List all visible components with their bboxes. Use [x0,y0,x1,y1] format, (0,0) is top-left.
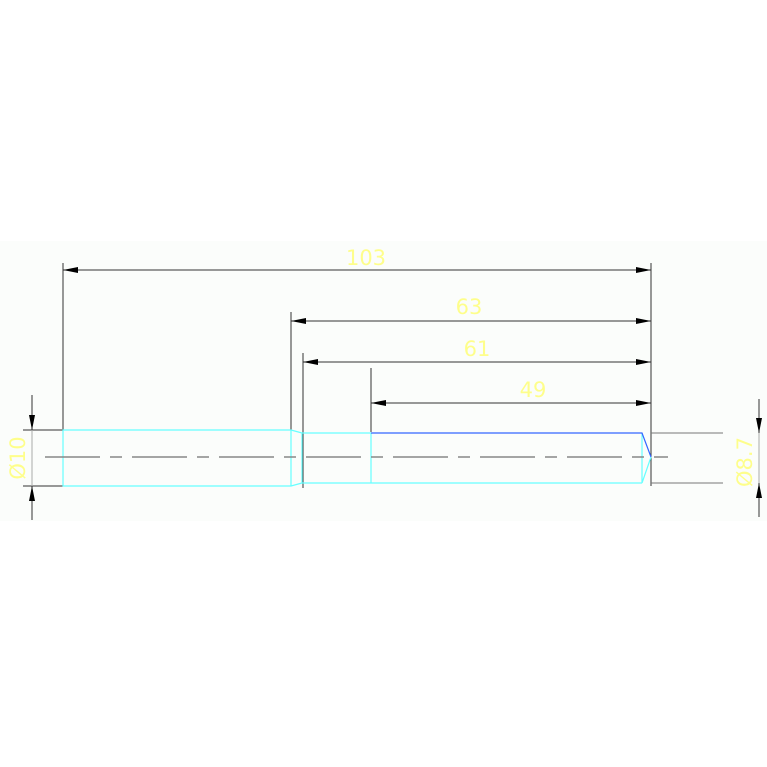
dim-text-61: 61 [464,337,491,361]
dim-text-49: 49 [520,378,547,402]
drawing-background [0,241,767,521]
dim-text-63: 63 [456,295,483,319]
shaft-part [62,429,652,487]
dim-text-dia10: Ø10 [6,436,30,479]
dim-text-103: 103 [346,246,386,270]
dim-text-dia87: Ø8.7 [733,437,757,487]
